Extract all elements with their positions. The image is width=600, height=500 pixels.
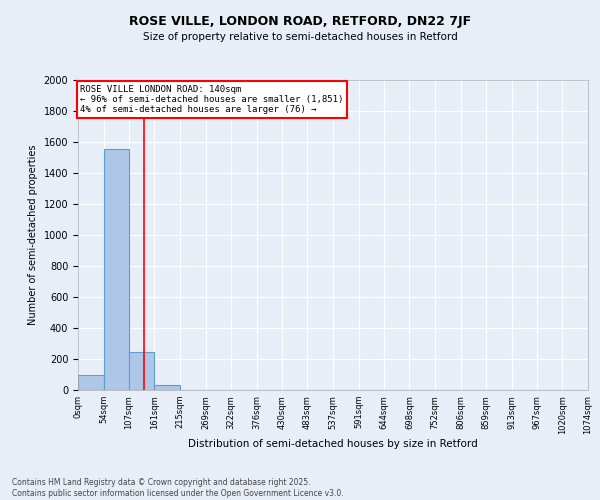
Text: Size of property relative to semi-detached houses in Retford: Size of property relative to semi-detach… [143, 32, 457, 42]
Bar [78, 375, 104, 390]
Bar [104, 148, 129, 390]
Y-axis label: Number of semi-detached properties: Number of semi-detached properties [28, 145, 38, 325]
Bar [129, 352, 154, 390]
X-axis label: Distribution of semi-detached houses by size in Retford: Distribution of semi-detached houses by … [188, 440, 478, 450]
Text: ROSE VILLE LONDON ROAD: 140sqm
← 96% of semi-detached houses are smaller (1,851): ROSE VILLE LONDON ROAD: 140sqm ← 96% of … [80, 84, 344, 114]
Text: Contains HM Land Registry data © Crown copyright and database right 2025.
Contai: Contains HM Land Registry data © Crown c… [12, 478, 344, 498]
Bar [154, 386, 180, 390]
Text: ROSE VILLE, LONDON ROAD, RETFORD, DN22 7JF: ROSE VILLE, LONDON ROAD, RETFORD, DN22 7… [129, 15, 471, 28]
